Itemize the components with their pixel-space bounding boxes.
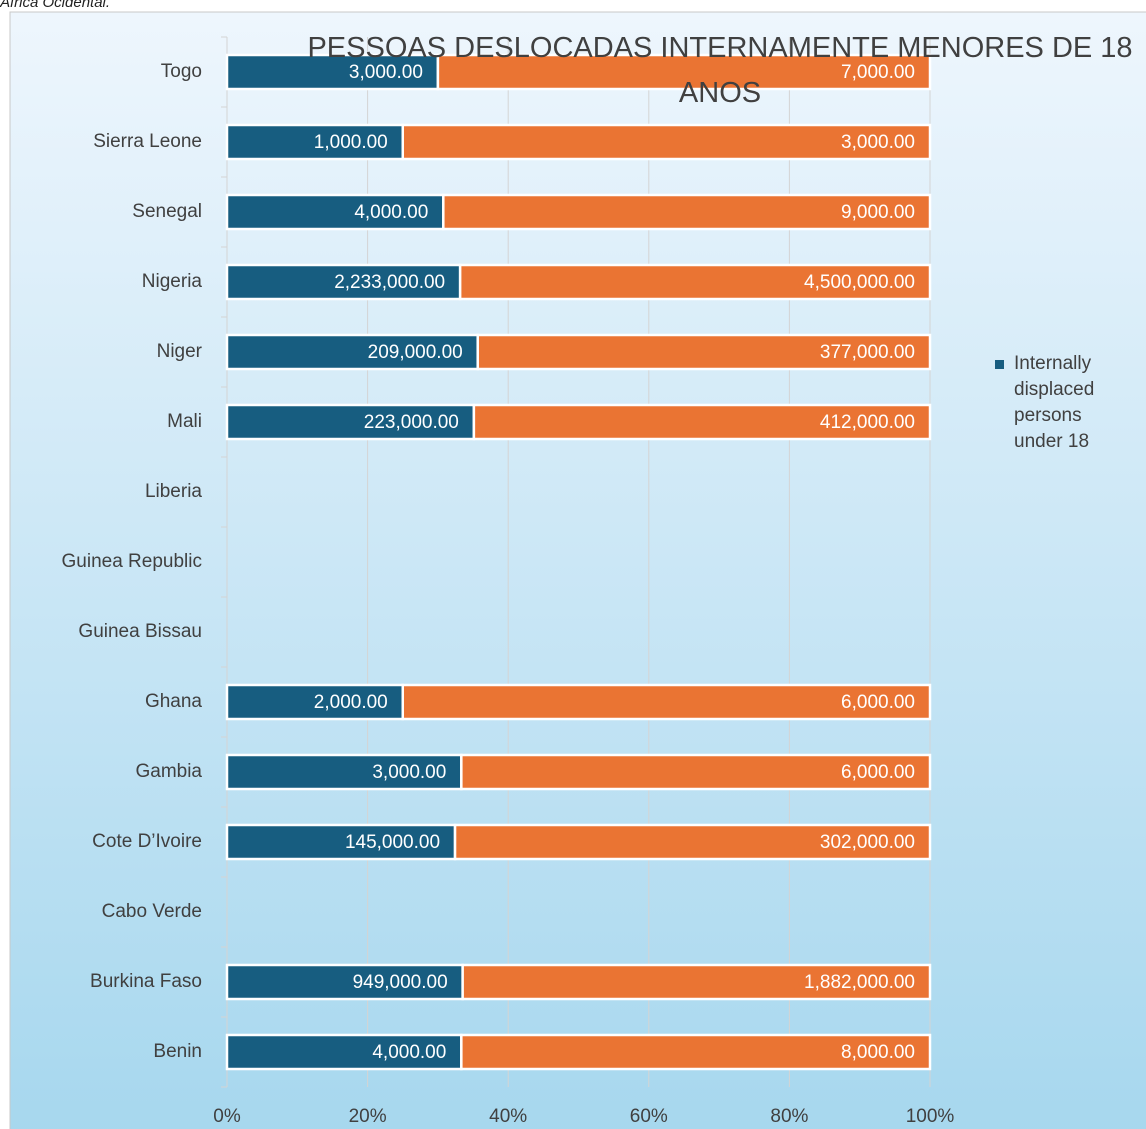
x-tick-label: 100% [906,1106,955,1127]
y-tick-label: Liberia [145,481,202,502]
data-label: 3,000.00 [841,132,915,153]
bar-segment [436,53,932,91]
bar-segment [225,753,463,791]
data-label: 3,000.00 [349,62,423,83]
y-tick-label: Benin [153,1041,202,1062]
y-tick-label: Burkina Faso [90,971,202,992]
x-tick-label: 20% [349,1106,387,1127]
data-label: 4,000.00 [372,1042,446,1063]
data-label: 412,000.00 [820,412,915,433]
bar-segment [453,823,932,861]
legend-swatch [995,360,1004,369]
data-label: 4,000.00 [354,202,428,223]
y-tick-label: Cabo Verde [102,901,202,922]
data-label: 7,000.00 [841,62,915,83]
x-tick-label: 40% [489,1106,527,1127]
data-label: 8,000.00 [841,1042,915,1063]
data-label: 9,000.00 [841,202,915,223]
legend: Internally displaced persons under 18 [995,351,1125,455]
y-tick-label: Sierra Leone [93,131,202,152]
y-tick-label: Guinea Republic [62,551,202,572]
data-label: 6,000.00 [841,762,915,783]
bar-segment [458,263,932,301]
data-label: 223,000.00 [364,412,459,433]
bar-segment [461,963,932,1001]
chart-title: PESSOAS DESLOCADAS INTERNAMENTE MENORES … [307,32,1133,109]
data-label: 209,000.00 [368,342,463,363]
data-label: 145,000.00 [345,832,440,853]
bar-segment [401,683,932,721]
y-tick-label: Cote D’Ivoire [92,831,202,852]
data-label: 1,882,000.00 [804,972,915,993]
bar-segment [225,263,462,301]
bar-segment [225,1033,463,1071]
bar-segment [460,1033,932,1071]
data-label: 3,000.00 [372,762,446,783]
x-tick-label: 80% [770,1106,808,1127]
data-label: 2,000.00 [314,692,388,713]
y-tick-label: Guinea Bissau [78,621,202,642]
data-label: 4,500,000.00 [804,272,915,293]
data-label: 2,233,000.00 [334,272,445,293]
bar-segment [476,333,932,371]
bar-segment [225,683,404,721]
x-tick-label: 0% [213,1106,241,1127]
bar-segment [225,193,445,231]
data-label: 377,000.00 [820,342,915,363]
y-tick-label: Gambia [135,761,202,782]
y-tick-label: Togo [161,61,202,82]
bar-segment [225,963,464,1001]
bar-segment [442,193,932,231]
legend-label: Internally displaced persons under 18 [1014,353,1095,452]
y-tick-label: Nigeria [142,271,203,292]
bar-segment [460,753,932,791]
data-label: 302,000.00 [820,832,915,853]
x-tick-label: 60% [630,1106,668,1127]
data-label: 6,000.00 [841,692,915,713]
y-tick-label: Senegal [132,201,202,222]
bar-segment [472,403,932,441]
data-label: 949,000.00 [353,972,448,993]
caption: África Ocidental. [0,0,111,11]
y-tick-label: Niger [157,341,203,362]
data-label: 1,000.00 [314,132,388,153]
bar-segment [401,123,932,161]
y-tick-label: Mali [167,411,202,432]
y-tick-label: Ghana [145,691,202,712]
